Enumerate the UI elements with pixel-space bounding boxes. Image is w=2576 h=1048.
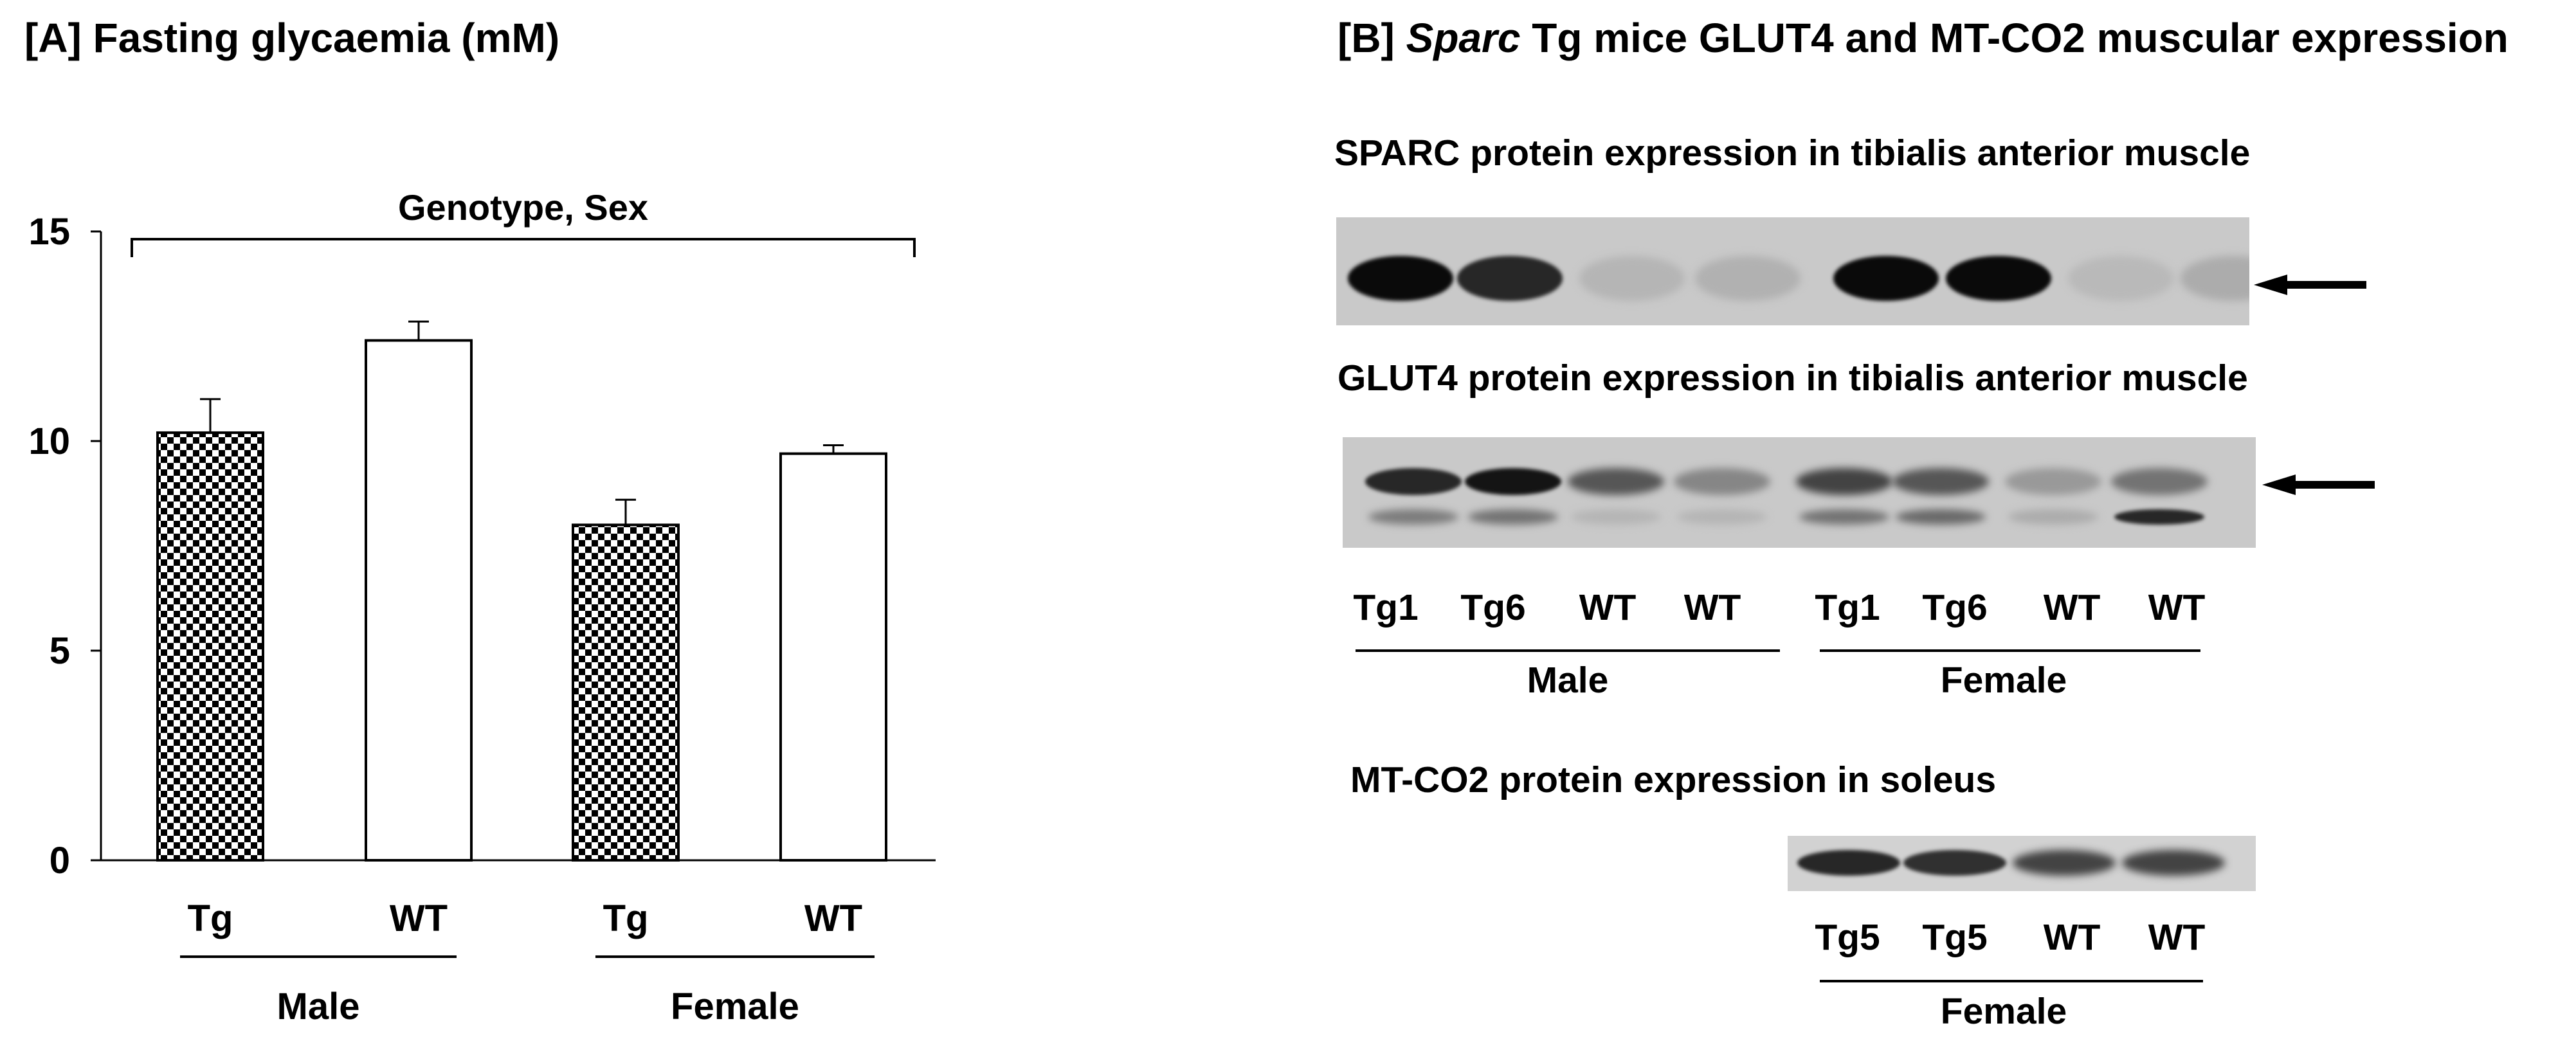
glut4-lane-label: Tg1 [1353, 587, 1419, 628]
glut4-lower-band [1677, 509, 1767, 525]
sparc-band [1946, 256, 2051, 301]
glut4-western-blot [1343, 437, 2256, 548]
mtco2-western-blot [1788, 836, 2256, 891]
y-tick-label: 10 [28, 420, 70, 462]
y-tick-label: 5 [50, 630, 70, 672]
mtco2-lane-label: Tg5 [1815, 917, 1880, 958]
male-group-underline [1356, 649, 1780, 652]
glut4-band [1674, 468, 1770, 495]
sparc-band [1833, 256, 1939, 301]
glut4-lane-label: WT [1683, 587, 1741, 628]
bar-4 [779, 452, 887, 862]
glycaemia-bar-chart: Genotype, Sex 0 5 10 15 Tg WT Tg WT Male Female [28, 187, 936, 1027]
mtco2-group-female: Female [1940, 991, 2067, 1032]
glut4-group-female: Female [1940, 660, 2067, 701]
y-tick-label: 15 [28, 211, 70, 253]
sparc-blot-title: SPARC protein expression in tibialis ant… [1334, 132, 2251, 174]
bar-1 [156, 431, 264, 862]
glut4-lane-label: WT [2148, 587, 2206, 628]
glut4-band [1796, 468, 1892, 495]
mtco2-lane-label: WT [2043, 917, 2101, 958]
sparc-band [1695, 256, 1800, 301]
panel-a-title: [A] Fasting glycaemia (mM) [24, 15, 560, 61]
x-group-label: Male [277, 986, 360, 1027]
glut4-band [1892, 468, 1989, 495]
bar-3 [572, 523, 680, 862]
glut4-band [2005, 468, 2101, 495]
bracket-label: Genotype, Sex [398, 187, 648, 228]
x-category-label: Tg [188, 898, 233, 939]
sparc-western-blot [1336, 217, 2249, 325]
mtco2-lane-label: Tg5 [1922, 917, 1988, 958]
mtco2-group-underline [1820, 980, 2203, 982]
panel-b-title-gene: Sparc [1406, 15, 1521, 61]
glut4-lower-band [1571, 509, 1661, 525]
panel-b-title: [B] Sparc Tg mice GLUT4 and MT-CO2 muscu… [1338, 14, 2508, 62]
glut4-lower-band [1368, 509, 1458, 525]
x-group-label: Female [671, 986, 799, 1027]
mtco2-band [2013, 850, 2116, 876]
glut4-band [2111, 468, 2208, 495]
y-tick-label: 0 [50, 840, 70, 881]
sparc-band [1457, 256, 1563, 301]
glut4-lower-band [1896, 509, 1986, 525]
glut4-lane-label: Tg6 [1922, 587, 1988, 628]
mtco2-band [2122, 850, 2225, 876]
mtco2-band [1797, 850, 1900, 876]
x-category-label: WT [390, 898, 448, 939]
sparc-band [1579, 256, 1685, 301]
sparc-band [2181, 256, 2249, 301]
mtco2-blot-title: MT-CO2 protein expression in soleus [1350, 759, 1997, 800]
glut4-lower-band [1468, 509, 1558, 525]
glut4-lower-band [2008, 509, 2098, 525]
glut4-band [1465, 468, 1561, 495]
sparc-band [1348, 256, 1453, 301]
glut4-lane-label: WT [1579, 587, 1637, 628]
panel-b-title-rest: Tg mice GLUT4 and MT-CO2 muscular expres… [1520, 15, 2508, 61]
glut4-band-arrow-icon [2262, 474, 2375, 495]
glut4-blot-title: GLUT4 protein expression in tibialis ant… [1338, 357, 2248, 399]
glut4-lane-label: Tg1 [1815, 587, 1880, 628]
mtco2-lane-label: WT [2148, 917, 2206, 958]
glut4-lane-label: Tg6 [1460, 587, 1526, 628]
glut4-lower-band [2114, 509, 2204, 525]
sparc-band [2068, 256, 2173, 301]
sparc-band-arrow-icon [2254, 275, 2366, 295]
bar-2 [365, 339, 473, 862]
x-category-label: WT [804, 898, 862, 939]
glut4-band [1568, 468, 1664, 495]
glut4-lane-label: WT [2043, 587, 2101, 628]
female-group-underline [1820, 649, 2200, 652]
glut4-band [1365, 468, 1462, 495]
mtco2-band [1903, 850, 2006, 876]
glut4-lower-band [1799, 509, 1889, 525]
genotype-sex-bracket [131, 238, 916, 257]
panel-b-title-prefix: [B] [1338, 15, 1406, 61]
x-category-label: Tg [603, 898, 649, 939]
glut4-group-male: Male [1527, 660, 1609, 701]
